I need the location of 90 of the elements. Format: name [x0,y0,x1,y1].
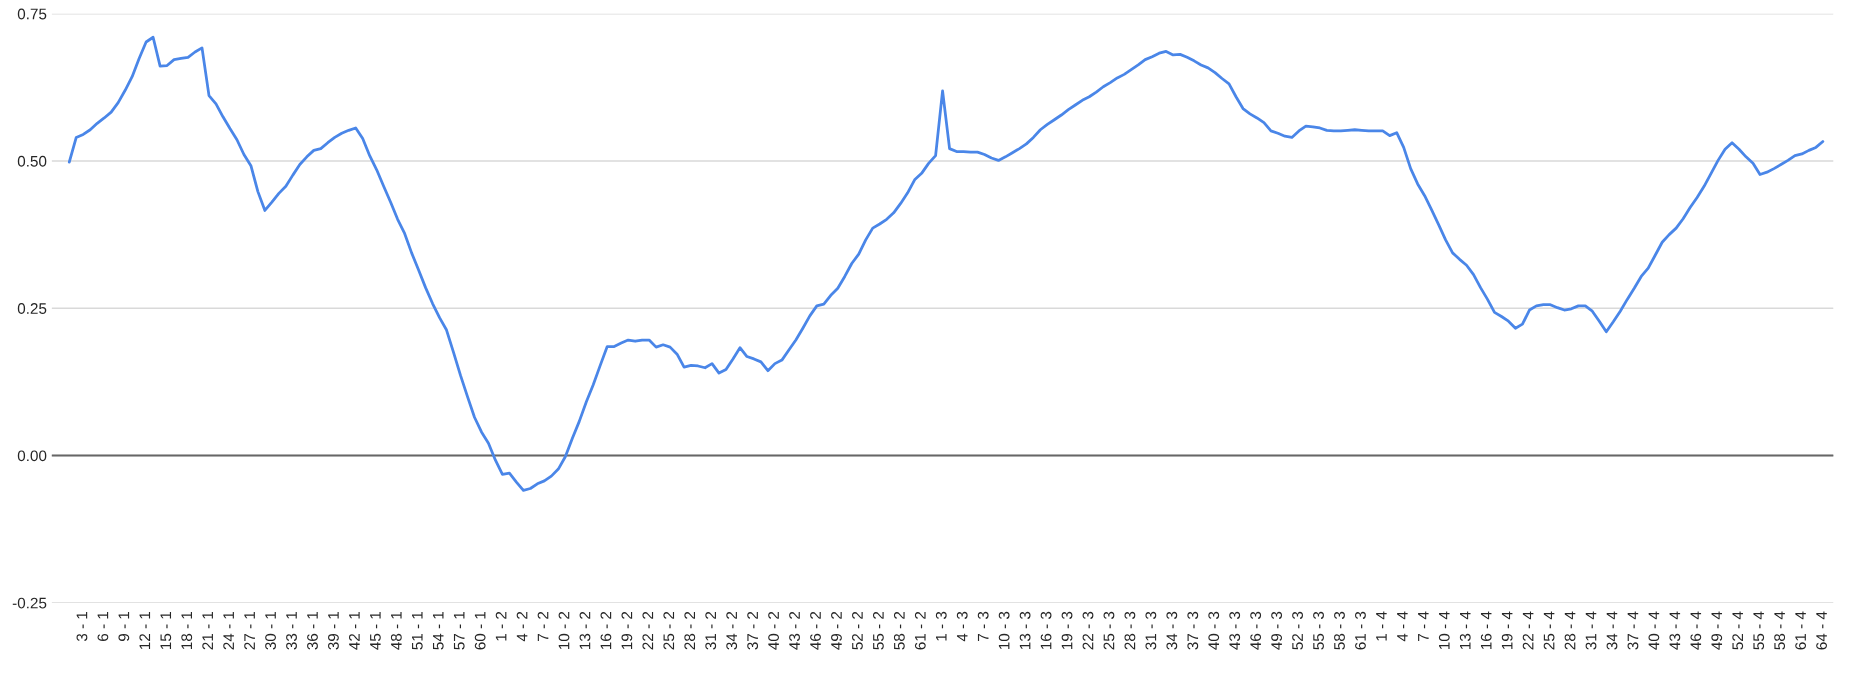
x-tick-label: 4 - 4 [1397,611,1408,642]
x-tick-label: 7 - 3 [977,611,989,641]
line-series [67,35,1825,492]
x-tick-label: 28 - 3 [1124,611,1136,650]
x-tick-label: 19 - 2 [621,611,633,650]
x-tick-label: 3 - 1 [76,611,88,642]
x-tick-label: 58 - 3 [1334,611,1345,650]
x-tick-label: 43 - 4 [1669,611,1681,650]
x-tick-label: 1 - 3 [935,611,947,641]
x-tick-label: 42 - 1 [348,611,360,650]
x-tick-label: 52 - 3 [1292,611,1303,650]
x-tick-label: 1 - 2 [495,611,507,641]
x-tick-label: 9 - 1 [118,611,130,641]
x-tick-label: 19 - 3 [1061,611,1073,650]
x-tick-label: 4 - 3 [956,611,968,642]
x-tick-label: 40 - 4 [1648,611,1660,650]
x-tick-label: 51 - 1 [412,611,423,650]
x-tick-label: 13 - 4 [1459,611,1471,650]
x-tick-label: 24 - 1 [223,611,234,650]
x-tick-label: 25 - 2 [663,611,675,650]
x-tick-label: 61 - 3 [1355,611,1366,650]
x-tick-label: 18 - 1 [181,611,193,650]
x-tick-label: 40 - 2 [768,611,779,650]
x-tick-label: 10 - 3 [998,611,1010,650]
x-tick-label: 36 - 1 [307,611,318,650]
x-tick-label: 58 - 4 [1774,611,1786,650]
x-tick-label: 39 - 1 [328,611,339,650]
x-tick-label: 33 - 1 [286,611,297,650]
x-tick-label: 54 - 1 [432,611,444,650]
x-tick-label: 58 - 2 [893,611,905,650]
x-tick-label: 22 - 3 [1082,611,1094,650]
x-tick-label: 31 - 4 [1585,611,1597,650]
x-tick-label: 31 - 2 [705,611,717,650]
x-tick-label: 34 - 3 [1166,611,1178,650]
y-tick-label: 0.50 [17,155,47,167]
x-tick-label: 22 - 2 [642,611,654,650]
x-tick-label: 16 - 3 [1040,611,1052,650]
x-tick-label: 6 - 1 [97,611,109,641]
x-tick-label: 57 - 1 [453,611,465,650]
x-tick-label: 28 - 2 [684,611,696,650]
x-tick-label: 19 - 4 [1501,611,1513,650]
x-tick-label: 12 - 1 [139,611,151,650]
x-tick-label: 7 - 4 [1418,611,1429,641]
x-tick-label: 37 - 3 [1187,611,1199,650]
x-tick-label: 37 - 4 [1627,611,1639,650]
x-tick-label: 64 - 4 [1816,611,1827,650]
x-tick-label: 27 - 1 [244,611,255,650]
x-tick-label: 13 - 3 [1019,611,1031,650]
x-tick-label: 37 - 2 [747,611,759,650]
x-tick-label: 22 - 4 [1522,611,1534,650]
x-tick-label: 16 - 4 [1480,611,1492,650]
x-tick-label: 49 - 2 [831,611,842,650]
x-tick-label: 30 - 1 [265,611,276,650]
x-tick-label: 4 - 2 [516,611,528,642]
x-tick-label: 21 - 1 [202,611,213,650]
x-tick-label: 25 - 3 [1103,611,1115,650]
x-tick-label: 34 - 4 [1606,611,1618,650]
x-tick-label: 49 - 4 [1711,611,1723,650]
x-tick-label: 28 - 4 [1564,611,1576,650]
x-tick-label: 46 - 2 [810,611,821,650]
x-tick-label: 55 - 3 [1313,611,1324,650]
x-tick-label: 40 - 3 [1208,611,1220,650]
x-tick-label: 46 - 4 [1690,611,1702,650]
y-tick-label: 0.25 [17,303,47,314]
x-tick-label: 52 - 4 [1732,611,1744,650]
x-tick-label: 52 - 2 [852,611,863,650]
x-tick-label: 1 - 4 [1376,611,1387,641]
x-tick-label: 13 - 2 [579,611,591,650]
x-tick-label: 60 - 1 [474,611,486,650]
x-tick-label: 61 - 2 [914,611,926,650]
x-tick-label: 15 - 1 [160,611,172,650]
x-tick-label: 10 - 4 [1438,611,1450,650]
x-tick-label: 16 - 2 [600,611,612,650]
x-tick-label: 34 - 2 [726,611,738,650]
x-tick-label: 31 - 3 [1145,611,1157,650]
x-tick-label: 25 - 4 [1543,611,1555,650]
y-tick-label: 0.00 [17,450,47,462]
x-tick-label: 45 - 1 [370,611,381,650]
x-tick-label: 43 - 3 [1229,611,1241,650]
x-tick-label: 48 - 1 [390,611,402,650]
x-tick-label: 43 - 2 [789,611,800,650]
x-tick-label: 7 - 2 [537,611,549,641]
y-tick-label: 0.75 [17,8,47,20]
x-tick-label: 61 - 4 [1795,611,1807,650]
y-tick-label: -0.25 [12,597,47,609]
x-tick-label: 55 - 2 [872,611,884,650]
x-tick-label: 10 - 2 [558,611,570,650]
x-tick-label: 46 - 3 [1250,611,1262,650]
x-tick-label: 55 - 4 [1753,611,1765,650]
x-tick-label: 49 - 3 [1271,611,1283,650]
